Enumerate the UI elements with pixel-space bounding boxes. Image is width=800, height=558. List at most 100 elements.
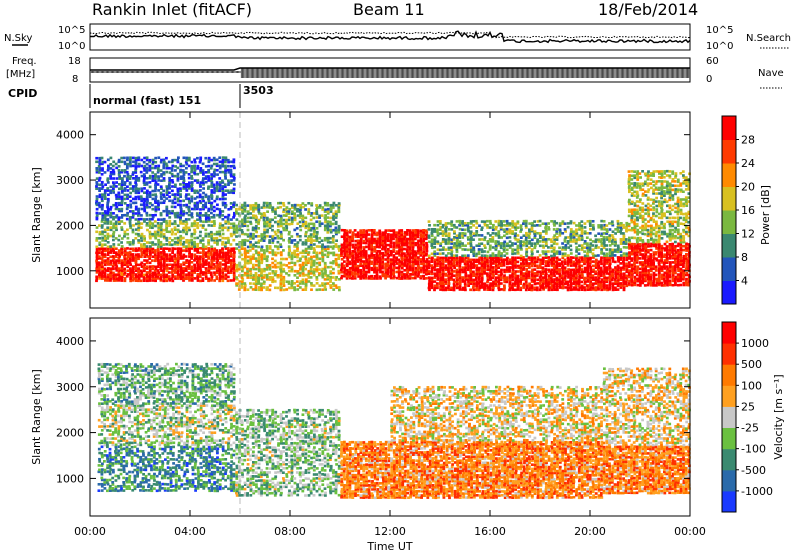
- heatmap-cell: [207, 169, 210, 172]
- heatmap-cell: [509, 258, 512, 261]
- heatmap-cell: [143, 202, 146, 205]
- heatmap-cell: [208, 233, 211, 236]
- heatmap-cell: [124, 230, 127, 233]
- heatmap-cell: [193, 229, 196, 232]
- heatmap-cell: [316, 262, 319, 265]
- heatmap-cell: [247, 260, 250, 263]
- heatmap-cell: [291, 266, 294, 269]
- heatmap-cell: [434, 285, 437, 288]
- heatmap-cell: [335, 239, 338, 242]
- heatmap-cell: [98, 237, 101, 240]
- heatmap-cell: [185, 231, 188, 234]
- heatmap-cell: [351, 277, 354, 280]
- heatmap-cell: [376, 256, 379, 259]
- heatmap-cell: [227, 179, 230, 182]
- heatmap-cell: [252, 264, 255, 267]
- heatmap-cell: [572, 261, 575, 264]
- heatmap-cell: [182, 204, 185, 207]
- heatmap-cell: [420, 240, 423, 243]
- heatmap-cell: [384, 248, 387, 251]
- heatmap-cell: [319, 204, 322, 207]
- heatmap-cell: [337, 231, 340, 234]
- heatmap-cell: [297, 241, 300, 244]
- heatmap-cell: [373, 231, 376, 234]
- heatmap-cell: [165, 206, 168, 209]
- heatmap-cell: [126, 214, 129, 217]
- heatmap-cell: [500, 282, 503, 285]
- heatmap-cell: [179, 235, 182, 238]
- heatmap-cell: [233, 183, 236, 186]
- heatmap-cell: [357, 259, 360, 262]
- heatmap-cell: [297, 204, 300, 207]
- heatmap-cell: [163, 247, 166, 250]
- heatmap-cell: [241, 206, 244, 209]
- heatmap-cell: [179, 230, 182, 233]
- heatmap-cell: [146, 167, 149, 170]
- heatmap-cell: [321, 268, 324, 271]
- heatmap-cell: [332, 206, 335, 209]
- heatmap-cell: [275, 254, 278, 257]
- heatmap-cell: [199, 157, 202, 160]
- heatmap-cell: [520, 277, 523, 280]
- cpid-label: CPID: [8, 87, 37, 100]
- heatmap-cell: [176, 159, 179, 162]
- heatmap-cell: [411, 277, 414, 280]
- heatmap-cell: [118, 165, 121, 168]
- heatmap-cell: [362, 260, 365, 263]
- heatmap-cell: [110, 267, 113, 270]
- heatmap-cell: [249, 241, 252, 244]
- heatmap-cell: [129, 181, 132, 184]
- heatmap-cell: [107, 270, 110, 273]
- heatmap-cell: [341, 244, 344, 247]
- heatmap-cell: [230, 233, 233, 236]
- heatmap-cell: [293, 229, 296, 232]
- heatmap-cell: [171, 264, 174, 267]
- heatmap-cell: [519, 287, 522, 290]
- heatmap-cell: [324, 282, 327, 285]
- heatmap-cell: [343, 265, 346, 268]
- heatmap-cell: [171, 244, 174, 247]
- heatmap-cell: [263, 225, 266, 228]
- heatmap-cell: [129, 203, 132, 206]
- heatmap-cell: [338, 211, 341, 214]
- heatmap-cell: [299, 286, 302, 289]
- heatmap-cell: [101, 193, 104, 196]
- heatmap-cell: [118, 202, 121, 205]
- heatmap-cell: [106, 218, 109, 221]
- heatmap-cell: [280, 264, 283, 267]
- heatmap-cell: [324, 225, 327, 228]
- heatmap-cell: [612, 289, 615, 292]
- heatmap-cell: [218, 208, 221, 211]
- heatmap-cell: [280, 283, 283, 286]
- heatmap-cell: [193, 165, 196, 168]
- heatmap-cell: [301, 255, 304, 258]
- heatmap-cell: [126, 218, 129, 221]
- heatmap-cell: [193, 241, 196, 244]
- heatmap-cell: [450, 257, 453, 260]
- heatmap-cell: [132, 157, 135, 160]
- heatmap-cell: [126, 185, 129, 188]
- heatmap-cell: [294, 217, 297, 220]
- heatmap-cell: [168, 231, 171, 234]
- heatmap-cell: [299, 215, 302, 218]
- heatmap-cell: [135, 273, 138, 276]
- heatmap-cell: [146, 163, 149, 166]
- heatmap-cell: [140, 270, 143, 273]
- heatmap-cell: [146, 159, 149, 162]
- heatmap-cell: [187, 208, 190, 211]
- heatmap-cell: [389, 244, 392, 247]
- heatmap-cell: [605, 284, 608, 287]
- heatmap-cell: [126, 157, 129, 160]
- heatmap-cell: [411, 238, 414, 241]
- heatmap-cell: [185, 183, 188, 186]
- heatmap-cell: [118, 235, 121, 238]
- heatmap-cell: [511, 256, 514, 259]
- heatmap-cell: [152, 194, 155, 197]
- heatmap-cell: [313, 247, 316, 250]
- heatmap-cell: [191, 183, 194, 186]
- heatmap-cell: [447, 285, 450, 288]
- heatmap-cell: [163, 229, 166, 232]
- heatmap-cell: [525, 265, 528, 268]
- heatmap-cell: [365, 257, 368, 260]
- heatmap-cell: [401, 273, 404, 276]
